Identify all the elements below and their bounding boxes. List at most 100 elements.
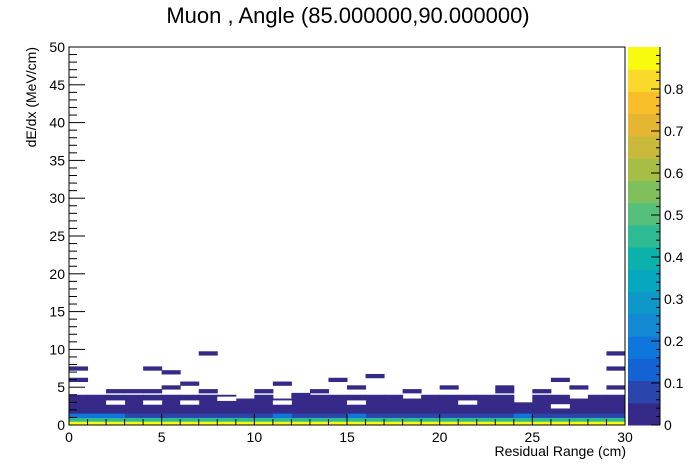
heatmap-cell bbox=[309, 402, 329, 407]
heatmap-cell bbox=[143, 389, 163, 394]
heatmap-cell bbox=[606, 421, 626, 426]
heatmap-cell bbox=[198, 409, 218, 415]
heatmap-cell bbox=[439, 402, 459, 407]
heatmap-cell bbox=[235, 406, 255, 411]
heatmap-cell bbox=[69, 394, 89, 400]
heatmap-cell bbox=[106, 400, 126, 405]
heatmap-cell bbox=[254, 409, 274, 415]
heatmap-cell bbox=[439, 413, 459, 418]
heatmap-cell bbox=[69, 406, 89, 411]
heatmap-cell bbox=[87, 398, 107, 403]
heatmap-cell bbox=[458, 421, 478, 426]
heatmap-cell bbox=[606, 413, 626, 418]
heatmap-cell bbox=[309, 409, 329, 415]
colorbar-swatch bbox=[628, 336, 660, 359]
colorbar-swatch bbox=[628, 47, 660, 70]
heatmap-cell bbox=[309, 421, 329, 426]
heatmap-cell bbox=[550, 413, 570, 418]
colorbar-swatch bbox=[628, 91, 660, 115]
heatmap-cell bbox=[124, 421, 144, 426]
heatmap-cell bbox=[476, 417, 496, 422]
heatmap-cell bbox=[402, 409, 422, 415]
heatmap-cell bbox=[143, 417, 163, 422]
heatmap-cell bbox=[384, 417, 404, 422]
x-tick-label: 15 bbox=[339, 429, 355, 445]
heatmap-cell bbox=[587, 402, 607, 407]
heatmap-cell bbox=[217, 406, 237, 411]
heatmap-cell bbox=[347, 394, 367, 400]
heatmap-cell bbox=[106, 409, 126, 415]
heatmap-cell bbox=[198, 398, 218, 403]
heatmap-cell bbox=[513, 409, 533, 415]
colorbar-swatch bbox=[628, 224, 660, 248]
heatmap-cell bbox=[106, 389, 126, 394]
heatmap-cell bbox=[532, 417, 552, 422]
heatmap-cell bbox=[365, 421, 385, 426]
heatmap-cell bbox=[180, 409, 200, 415]
heatmap-cell bbox=[198, 351, 218, 356]
heatmap-cell bbox=[569, 409, 589, 415]
heatmap-cell bbox=[402, 406, 422, 411]
colorbar-tick-label: 0.5 bbox=[664, 207, 684, 223]
heatmap-cell bbox=[384, 402, 404, 407]
x-tick-label: 25 bbox=[525, 429, 541, 445]
heatmap-cell bbox=[495, 389, 515, 394]
heatmap-cell bbox=[587, 417, 607, 422]
heatmap-cell bbox=[87, 406, 107, 411]
heatmap-cell bbox=[87, 417, 107, 422]
heatmap-cell bbox=[439, 421, 459, 426]
heatmap-cell bbox=[217, 421, 237, 426]
heatmap-cell bbox=[328, 421, 348, 426]
y-axis-title: dE/dx (MeV/cm) bbox=[23, 47, 39, 147]
heatmap-cell bbox=[180, 413, 200, 418]
heatmap-cell bbox=[69, 398, 89, 403]
heatmap-cell bbox=[439, 409, 459, 415]
heatmap-cell bbox=[272, 421, 292, 426]
heatmap-cell bbox=[587, 421, 607, 426]
heatmap-cell bbox=[217, 402, 237, 407]
heatmap-cell bbox=[476, 402, 496, 407]
heatmap-cell bbox=[532, 398, 552, 403]
heatmap-cell bbox=[606, 406, 626, 411]
heatmap-cell bbox=[254, 413, 274, 418]
heatmap-cell bbox=[272, 409, 292, 415]
heatmap-cell bbox=[550, 394, 570, 400]
heatmap-cell bbox=[587, 406, 607, 411]
y-tick-label: 50 bbox=[49, 39, 65, 55]
heatmap-cell bbox=[550, 409, 570, 415]
heatmap-cell bbox=[161, 421, 181, 426]
heatmap-cell bbox=[347, 409, 367, 415]
heatmap-cell bbox=[180, 400, 200, 405]
heatmap-cell bbox=[439, 398, 459, 403]
heatmap-cell bbox=[569, 417, 589, 422]
heatmap-cell bbox=[495, 406, 515, 411]
heatmap-cell bbox=[143, 421, 163, 426]
heatmap-cell bbox=[476, 413, 496, 418]
colorbar-swatch bbox=[628, 269, 660, 293]
heatmap-cell bbox=[161, 370, 181, 375]
heatmap-cell bbox=[328, 409, 348, 415]
heatmap-cell bbox=[402, 417, 422, 422]
colorbar: 0 0.1 0.2 0.3 0.4 0.5 0.6 0.7 0.8 bbox=[628, 47, 684, 433]
heatmap-cell bbox=[198, 417, 218, 422]
x-tick-label: 5 bbox=[158, 429, 166, 445]
heatmap-cell bbox=[198, 421, 218, 426]
y-tick-label: 30 bbox=[49, 190, 65, 206]
heatmap-cell bbox=[272, 417, 292, 422]
heatmap-cell bbox=[124, 409, 144, 415]
heatmap-cell bbox=[69, 413, 89, 418]
heatmap-cell bbox=[384, 421, 404, 426]
y-tick-label: 20 bbox=[49, 266, 65, 282]
heatmap-cell bbox=[421, 417, 441, 422]
heatmap-cell bbox=[291, 398, 311, 403]
heatmap-cell bbox=[365, 417, 385, 422]
heatmap-cell bbox=[606, 409, 626, 415]
heatmap-cell bbox=[402, 398, 422, 403]
heatmap-cell bbox=[347, 413, 367, 418]
heatmap-cell bbox=[606, 402, 626, 407]
heatmap-cell bbox=[439, 385, 459, 390]
heatmap-cell bbox=[161, 394, 181, 400]
x-tick-label: 10 bbox=[247, 429, 263, 445]
heatmap-cell bbox=[235, 398, 255, 403]
heatmap-cell bbox=[495, 409, 515, 415]
